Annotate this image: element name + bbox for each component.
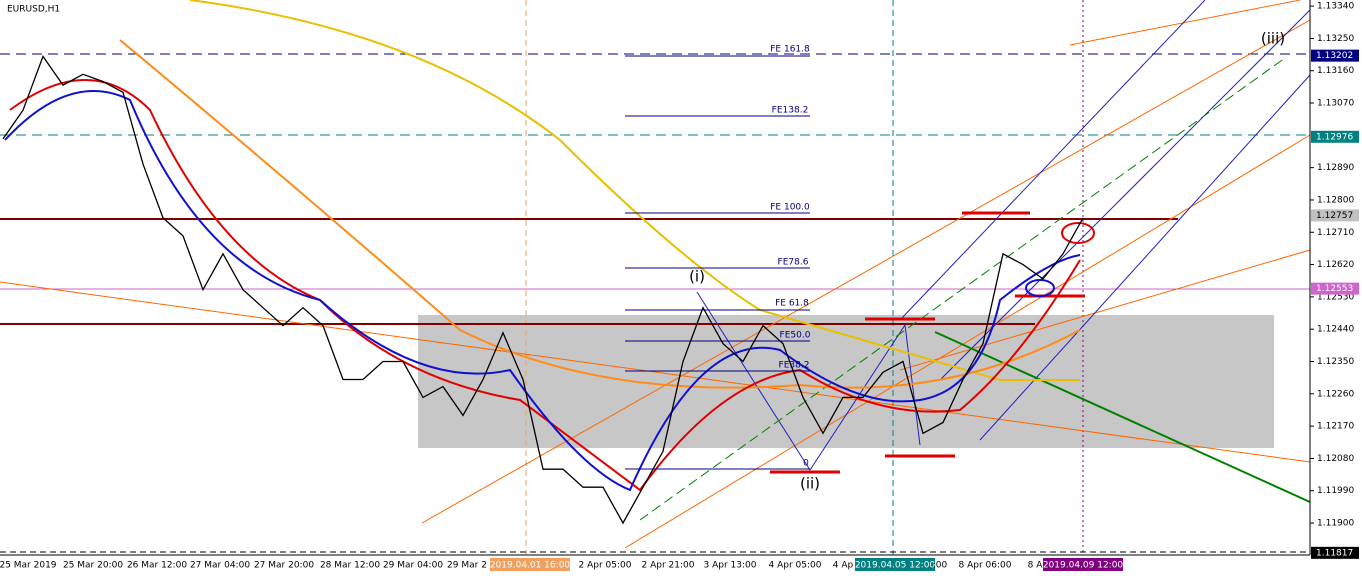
time-label: 27 Mar 04:00 [190, 561, 250, 571]
price-label: 1.12440 [1317, 325, 1354, 335]
price-label: 1.13070 [1317, 99, 1354, 109]
channel-mid [639, 57, 1286, 521]
price-marker [1311, 49, 1359, 62]
time-label: 2019.04.05 12:00 [855, 561, 936, 571]
time-label: 29 Mar 2 [447, 561, 487, 571]
fib-lines [625, 55, 810, 470]
time-label: 25 Mar 2019 [0, 561, 57, 571]
circle [1061, 222, 1095, 244]
price-label: 1.11900 [1317, 519, 1354, 529]
price-marker-label: 1.13202 [1316, 51, 1353, 61]
symbol: EURUSD,H1 [7, 5, 60, 15]
time-label: 3 Apr 13:00 [704, 561, 757, 571]
time-axis: 25 Mar 2019 25 Mar 20:00 26 Mar 12:00 27 Ma… [0, 558, 1123, 571]
time-label: 4 Ap [833, 561, 854, 571]
circle [1025, 279, 1055, 297]
wave-label: (i) [689, 268, 705, 286]
price-label: 1.11990 [1317, 486, 1354, 496]
price-label: 1.12350 [1317, 357, 1354, 367]
price-label: 1.12890 [1317, 163, 1354, 173]
time-label: 25 Mar 20:00 [63, 561, 123, 571]
trend-lines [0, 0, 1311, 549]
price-label: 1.12170 [1317, 422, 1354, 432]
fib-label: FE50.0 [780, 331, 811, 341]
price-marker [1311, 282, 1359, 295]
fib-label: FE 61.8 [775, 299, 809, 309]
time-label: 8 A [1028, 561, 1044, 571]
fib-label: FE 161.8 [770, 45, 810, 55]
price-marker [1311, 209, 1359, 222]
price-marker-label: 1.11817 [1316, 548, 1353, 558]
fib-label: FE138.2 [772, 106, 809, 116]
time-label: :00 [933, 561, 948, 571]
wave-label: (ii) [800, 475, 820, 493]
price-label: 1.12800 [1317, 195, 1354, 205]
time-label: 2019.04.01 16:00 [490, 561, 571, 571]
trend-line [934, 331, 1311, 503]
time-label: 2019.04.09 12:00 [1043, 561, 1124, 571]
price-marker-label: 1.12553 [1316, 284, 1353, 294]
price-marker [1311, 546, 1359, 559]
price-label: 1.12530 [1317, 292, 1354, 302]
fib-label: FE 100.0 [770, 203, 810, 213]
price-label: 1.12710 [1317, 228, 1354, 238]
price-label: 1.13340 [1317, 2, 1354, 12]
time-label: 27 Mar 20:00 [254, 561, 314, 571]
price-marker [1311, 130, 1359, 143]
price-label: 1.12620 [1317, 260, 1354, 270]
price-marker-label: 1.12976 [1316, 132, 1353, 142]
fib-label: 0 [803, 459, 809, 469]
time-label: 29 Mar 04:00 [383, 561, 443, 571]
time-marker [1043, 558, 1123, 571]
price-label: 1.12080 [1317, 454, 1354, 464]
time-label: 2 Apr 05:00 [579, 561, 632, 571]
time-label: 4 Apr 05:00 [769, 561, 822, 571]
price-line [2, 55, 1084, 525]
fib-label: FE78.6 [778, 258, 809, 268]
moving-averages [4, 0, 1081, 492]
time-label: 26 Mar 12:00 [127, 561, 187, 571]
fib-label: FE38.2 [779, 361, 810, 371]
price-marker-label: 1.12757 [1316, 211, 1353, 221]
time-marker [490, 558, 570, 571]
time-marker [855, 558, 935, 571]
price-label: 1.13250 [1317, 34, 1354, 44]
time-label: 2 Apr 21:00 [642, 561, 695, 571]
fib-labels: FE 161.8 FE138.2 FE 100.0 FE78.6 FE 61.8 FE50… [770, 45, 810, 469]
level-marks [770, 211, 1085, 474]
time-label: 8 Apr 06:00 [959, 561, 1012, 571]
time-label: 28 Mar 12:00 [320, 561, 380, 571]
range-box [418, 315, 1274, 448]
wave-label: (iii) [1261, 30, 1285, 48]
price-label: 1.13160 [1317, 66, 1354, 76]
price-label: 1.12260 [1317, 389, 1354, 399]
